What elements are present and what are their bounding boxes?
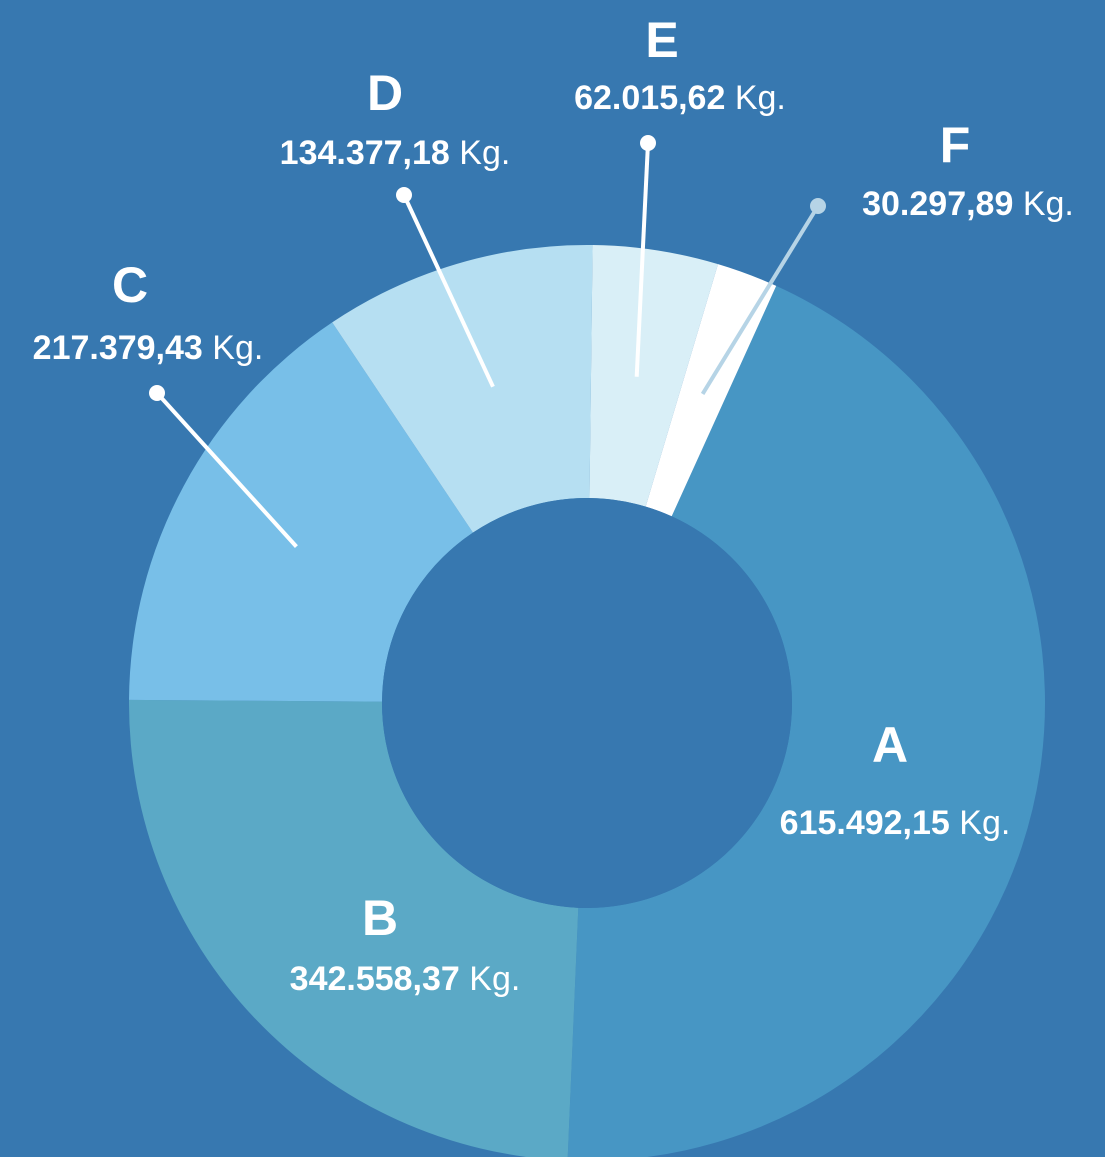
value-unit: Kg. (1023, 185, 1074, 223)
value-number: 134.377,18 (280, 134, 450, 172)
leader-line (155, 391, 298, 548)
value-label: 615.492,15 Kg. (780, 804, 1011, 842)
donut-slice (567, 285, 1045, 1157)
donut-hole (382, 498, 792, 908)
leader-dot (640, 135, 656, 151)
value-label: 62.015,62 Kg. (574, 79, 786, 117)
value-label: 30.297,89 Kg. (862, 185, 1074, 223)
value-label: 134.377,18 Kg. (280, 134, 511, 172)
leader-dot (149, 385, 165, 401)
donut-slice (129, 699, 579, 1157)
value-number: 217.379,43 (33, 329, 203, 367)
leader-line (700, 204, 820, 395)
category-label: E (645, 12, 678, 68)
category-label: D (367, 65, 403, 121)
value-unit: Kg. (959, 804, 1010, 842)
value-unit: Kg. (459, 134, 510, 172)
category-label: A (872, 717, 908, 773)
leader-line (402, 194, 495, 388)
value-label: 217.379,43 Kg. (33, 329, 264, 367)
donut-slice (589, 245, 719, 507)
value-unit: Kg. (735, 79, 786, 117)
value-number: 30.297,89 (862, 185, 1013, 223)
category-label: B (362, 890, 398, 946)
leader-dot (396, 187, 412, 203)
value-label: 342.558,37 Kg. (290, 960, 521, 998)
donut-slice (332, 244, 593, 533)
leader-dot (810, 198, 826, 214)
value-number: 615.492,15 (780, 804, 950, 842)
leader-line (634, 142, 650, 377)
category-label: C (112, 257, 148, 313)
value-unit: Kg. (212, 329, 263, 367)
value-number: 342.558,37 (290, 960, 460, 998)
value-number: 62.015,62 (574, 79, 725, 117)
value-unit: Kg. (469, 960, 520, 998)
donut-slice (129, 322, 473, 702)
category-label: F (940, 117, 971, 173)
